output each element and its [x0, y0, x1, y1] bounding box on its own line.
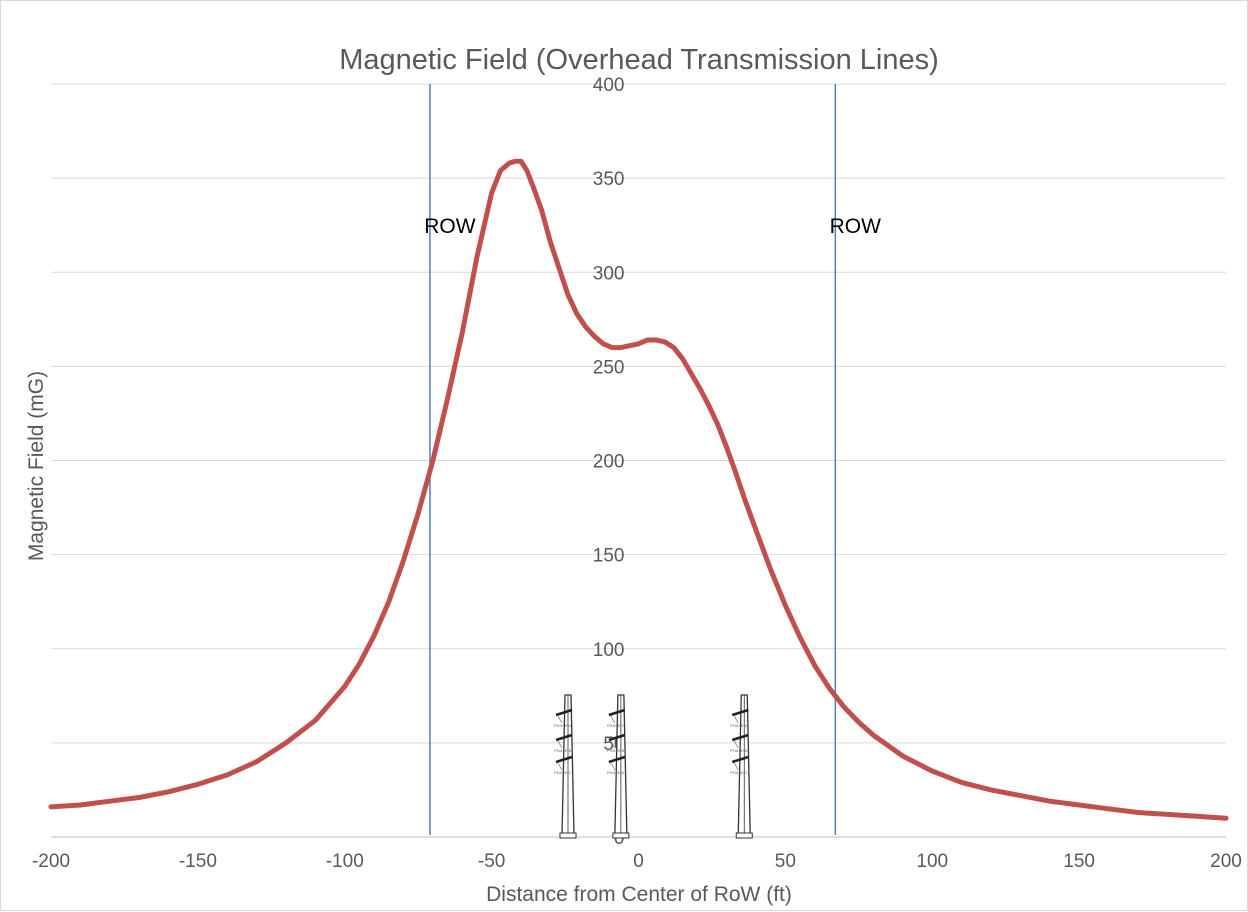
x-tick-label: 50	[775, 851, 796, 872]
x-tick-label: 150	[1063, 851, 1095, 872]
y-tick-label: 150	[593, 546, 625, 567]
row-boundary-label: ROW	[830, 215, 882, 238]
phase-label: PHASE A	[730, 723, 747, 728]
y-tick-label: 200	[593, 452, 625, 473]
transmission-tower: PHASE A PHASE B PHASE C	[554, 694, 577, 839]
chart-title: Magnetic Field (Overhead Transmission Li…	[339, 44, 939, 76]
phase-label: PHASE A	[554, 723, 571, 728]
y-tick-label: 100	[593, 640, 625, 661]
x-tick-label: 0	[633, 851, 644, 872]
y-axis-label: Magnetic Field (mG)	[25, 371, 48, 561]
row-boundary-label: ROW	[424, 215, 476, 238]
transmission-tower: PHASE C PHASE B PHASE A	[607, 694, 630, 839]
x-tick-label: -100	[326, 851, 364, 872]
y-tick-label: 300	[593, 263, 625, 284]
y-tick-label: 250	[593, 357, 625, 378]
phase-label: PHASE C	[554, 770, 572, 775]
series-line	[48, 158, 1229, 821]
x-tick-label: -150	[179, 851, 217, 872]
x-axis-label: Distance from Center of RoW (ft)	[486, 883, 792, 906]
phase-label: PHASE C	[730, 770, 748, 775]
x-tick-label: -200	[32, 851, 70, 872]
phase-label: PHASE C	[607, 723, 625, 728]
x-tick-label: 100	[916, 851, 948, 872]
y-tick-label: 400	[593, 75, 625, 96]
transmission-tower: PHASE A PHASE B PHASE C	[730, 694, 753, 839]
phase-label: PHASE B	[607, 748, 625, 753]
x-tick-label: 200	[1210, 851, 1242, 872]
phase-label: PHASE A	[607, 770, 624, 775]
phase-label: PHASE B	[730, 748, 748, 753]
y-tick-label: 350	[593, 169, 625, 190]
x-tick-label: -50	[478, 851, 505, 872]
phase-label: PHASE B	[554, 748, 572, 753]
